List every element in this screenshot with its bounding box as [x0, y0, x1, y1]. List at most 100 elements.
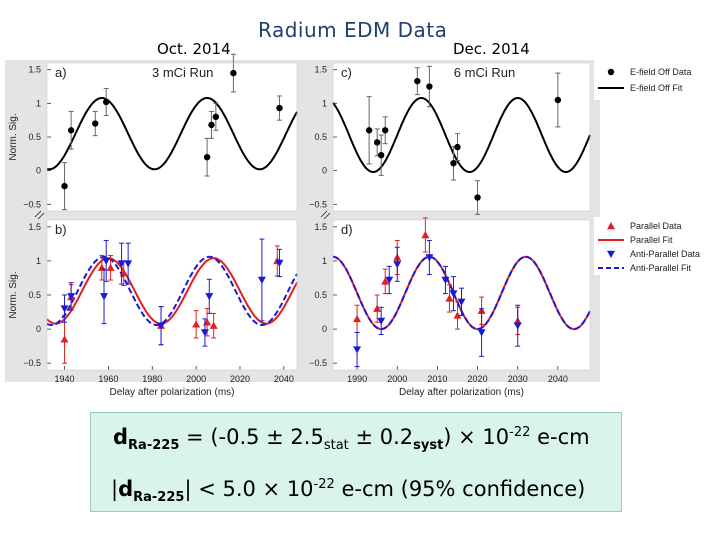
- x-tick-label: 2040: [274, 374, 294, 384]
- x-tick-label: 2000: [387, 374, 407, 384]
- legend-top-box: [594, 60, 719, 100]
- plot-area-a: [47, 63, 297, 211]
- y-tick-label: 1.5: [314, 65, 327, 75]
- x-tick-label: 2020: [468, 374, 488, 384]
- data-point: [67, 282, 76, 311]
- marker-circle: [377, 151, 385, 159]
- marker-circle: [365, 127, 373, 134]
- marker-circle: [554, 96, 562, 104]
- marker-triangle: [381, 277, 390, 285]
- data-point: [457, 287, 466, 316]
- marker-circle: [67, 127, 75, 134]
- legend-label: E-field Off Data: [630, 67, 691, 77]
- marker-triangle: [453, 311, 462, 319]
- marker-triangle: [353, 314, 362, 323]
- data-point: [203, 137, 211, 177]
- eq-open: = (-0.5 ± 2.5: [179, 425, 324, 449]
- plot-area-b: [47, 220, 297, 370]
- x-tick-label: 2030: [508, 374, 528, 384]
- data-point: [474, 180, 481, 215]
- data-point: [445, 284, 454, 313]
- data-point: [453, 301, 462, 330]
- eq-pm: ± 0.2: [348, 425, 414, 449]
- fit-curve: [46, 257, 298, 325]
- legend-marker: [607, 222, 615, 230]
- marker-triangle: [67, 293, 76, 301]
- marker-circle: [61, 182, 68, 190]
- eq2-lt: < 5.0 × 10: [191, 477, 314, 501]
- marker-triangle: [457, 298, 466, 306]
- marker-triangle: [60, 335, 69, 343]
- edm-limit-equation: |dRa-225| < 5.0 × 10-22 e-cm (95% confid…: [111, 477, 585, 505]
- data-point: [373, 128, 381, 157]
- data-point: [200, 318, 209, 347]
- marker-triangle: [275, 259, 284, 267]
- data-point: [554, 72, 562, 128]
- marker-triangle: [513, 322, 522, 330]
- data-point: [102, 239, 111, 282]
- y-tick-label: 1: [322, 256, 327, 266]
- marker-circle: [212, 113, 220, 121]
- marker-triangle: [449, 290, 458, 298]
- y-tick-label: 1.5: [28, 65, 41, 75]
- legend-entry: Anti-Parallel Fit: [598, 263, 692, 273]
- x-tick-label: 1940: [55, 374, 75, 384]
- y-tick-label: 0.5: [28, 290, 41, 300]
- plot-frame: [332, 62, 591, 212]
- y-tick-label: −0.5: [23, 358, 41, 368]
- marker-circle: [276, 104, 283, 112]
- marker-circle: [382, 127, 389, 134]
- y-tick-label: 0: [36, 166, 41, 176]
- data-point: [276, 95, 283, 121]
- eq2-d-sub: Ra-225: [133, 490, 185, 506]
- panel-label: b): [55, 222, 67, 237]
- y-tick-label: 1.5: [28, 222, 41, 232]
- legend-entry: Anti-Parallel Data: [607, 249, 700, 259]
- data-point: [61, 162, 68, 211]
- marker-circle: [373, 139, 381, 146]
- legend-marker: [607, 250, 615, 258]
- data-point: [205, 278, 214, 314]
- plot-frame: [46, 62, 298, 212]
- result-box: dRa-225 = (-0.5 ± 2.5stat ± 0.2syst) × 1…: [90, 412, 622, 512]
- x-tick-label: 2000: [186, 374, 206, 384]
- eq2-unit: e-cm (95% confidence): [334, 477, 586, 501]
- y-tick-label: 1: [36, 98, 41, 108]
- x-tick-label: 1980: [142, 374, 162, 384]
- y-tick-label: 1: [36, 256, 41, 266]
- y-tick-label: −0.5: [309, 199, 327, 209]
- axis-break-mark: [320, 210, 331, 220]
- marker-triangle: [60, 305, 69, 313]
- data-point: [124, 242, 133, 285]
- eq-d: d: [113, 425, 129, 449]
- eq2-exp: -22: [313, 477, 335, 492]
- marker-circle: [414, 77, 421, 85]
- data-point: [381, 268, 390, 295]
- data-point: [275, 248, 284, 278]
- marker-triangle: [102, 257, 111, 265]
- data-point: [92, 110, 99, 137]
- page-title: Radium EDM Data: [258, 18, 448, 42]
- marker-triangle: [200, 329, 209, 337]
- y-tick-label: −0.5: [309, 358, 327, 368]
- marker-triangle: [106, 263, 115, 271]
- run-label: 3 mCi Run: [152, 65, 213, 80]
- legend-bottom-box: [594, 217, 719, 275]
- fit-curve: [46, 255, 298, 326]
- plot-frame: [332, 219, 591, 371]
- data-point: [449, 276, 458, 312]
- marker-triangle: [477, 329, 486, 337]
- x-axis-label: Delay after polarization (ms): [109, 387, 234, 398]
- legend-label: Anti-Parallel Fit: [630, 263, 692, 273]
- data-point: [257, 238, 266, 322]
- marker-circle: [92, 120, 99, 127]
- y-axis-label: Norm. Sig.: [8, 271, 19, 318]
- eq-times: ) × 10: [443, 425, 510, 449]
- marker-triangle: [257, 276, 266, 284]
- plot-area-c: [333, 63, 590, 211]
- y-tick-label: 1.5: [314, 222, 327, 232]
- marker-circle: [454, 143, 461, 151]
- data-point: [230, 53, 237, 93]
- marker-circle: [203, 153, 211, 161]
- edm-value-equation: dRa-225 = (-0.5 ± 2.5stat ± 0.2syst) × 1…: [113, 425, 590, 453]
